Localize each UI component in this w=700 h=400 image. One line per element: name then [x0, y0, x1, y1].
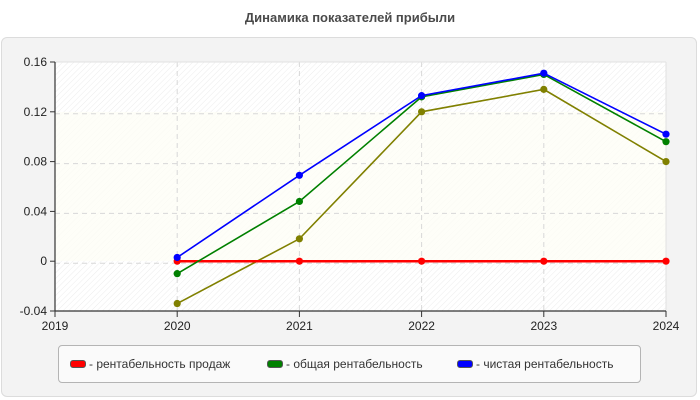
- legend-label: - общая рентабельность: [286, 357, 423, 371]
- data-point: [295, 257, 303, 265]
- legend-item-sales: - рентабельность продаж: [70, 356, 230, 372]
- x-tick-label: 2020: [164, 319, 191, 333]
- data-point: [295, 197, 303, 206]
- data-point: [173, 299, 181, 308]
- legend-label: - чистая рентабельность: [476, 357, 614, 371]
- y-tick-label: 0.08: [24, 155, 48, 169]
- data-point: [173, 253, 181, 262]
- legend: - рентабельность продаж - общая рентабел…: [58, 345, 641, 383]
- data-point: [662, 257, 670, 265]
- data-point: [662, 138, 670, 146]
- y-tick-label: 0.04: [24, 204, 48, 218]
- data-point: [540, 257, 548, 265]
- data-point: [418, 108, 426, 116]
- legend-swatch-blue-icon: [457, 360, 473, 368]
- data-point: [295, 171, 303, 179]
- data-point: [295, 235, 303, 243]
- legend-swatch-green-icon: [267, 360, 283, 368]
- y-tick-label: 0.12: [24, 105, 48, 119]
- legend-item-total: - общая рентабельность: [267, 356, 423, 372]
- legend-item-net: - чистая рентабельность: [457, 356, 613, 372]
- data-point: [418, 257, 426, 265]
- series-lines: [173, 69, 670, 308]
- x-tick-label: 2021: [286, 319, 313, 333]
- y-tick-label: 0.16: [24, 55, 48, 69]
- x-tick-label: 2023: [530, 319, 557, 333]
- x-tick-label: 2019: [42, 319, 69, 333]
- data-point: [173, 270, 181, 278]
- x-tick-label: 2024: [653, 319, 680, 333]
- gridlines: [55, 61, 667, 311]
- plot-band: [55, 112, 666, 261]
- y-tick-label: 0: [40, 254, 47, 268]
- legend-label: - рентабельность продаж: [89, 357, 231, 371]
- data-point: [418, 92, 426, 100]
- x-tick-label: 2022: [408, 319, 435, 333]
- data-point: [662, 158, 670, 166]
- data-point: [540, 85, 548, 93]
- y-tick-label: -0.04: [20, 304, 48, 318]
- chart-title: Динамика показателей прибыли: [244, 10, 456, 25]
- data-point: [662, 130, 670, 138]
- data-point: [540, 69, 548, 77]
- legend-swatch-red-icon: [70, 360, 86, 368]
